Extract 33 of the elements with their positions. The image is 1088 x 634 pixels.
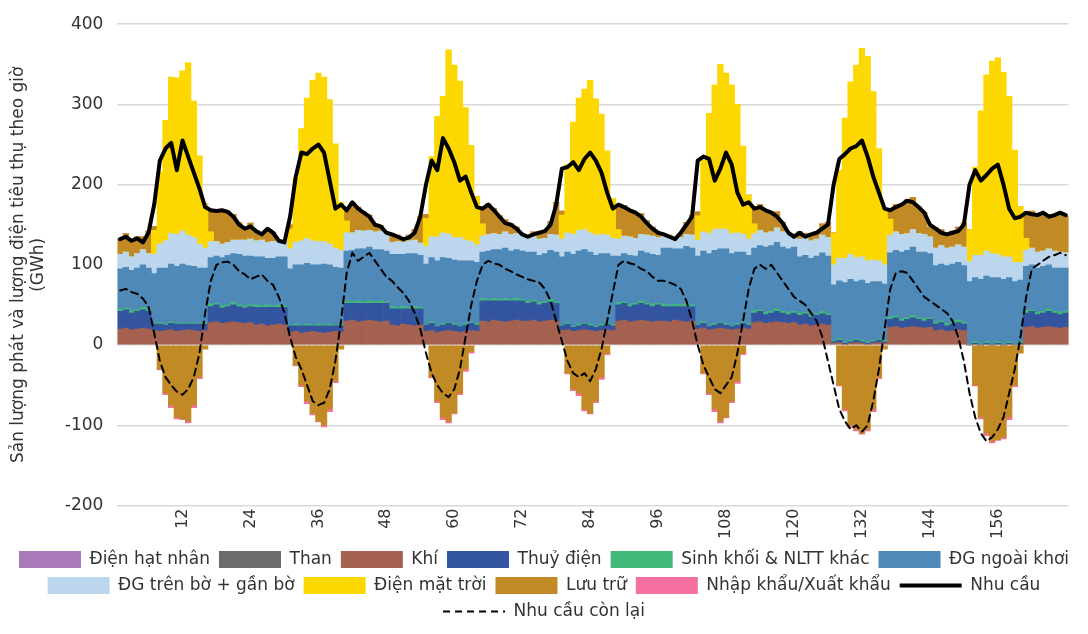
legend-label: Nhập khẩu/Xuất khẩu [706, 573, 891, 594]
y-tick-label: 0 [92, 333, 104, 354]
x-tick-label: 72 [511, 508, 531, 529]
y-tick-label: 400 [70, 12, 104, 33]
legend-label: Điện mặt trời [374, 573, 487, 594]
x-tick-label: 120 [783, 508, 803, 540]
legend-label: Nhu cầu còn lại [513, 599, 645, 620]
x-tick-label: 84 [579, 508, 599, 529]
x-tick-label: 156 [986, 508, 1006, 540]
y-axis-title: Sản lượng phát và lượng điện tiêu thụ theo giờ (GWh) [6, 66, 48, 464]
y-tick-label: 300 [70, 92, 104, 113]
y-tick-label: -200 [64, 493, 104, 514]
x-tick-label: 132 [851, 508, 871, 540]
legend-label: ĐG ngoài khơi [949, 547, 1070, 568]
y-tick-label: 100 [70, 253, 104, 274]
x-tick-label: 96 [647, 508, 667, 529]
x-tick-label: 12 [171, 508, 191, 529]
x-tick-label: 48 [375, 508, 395, 529]
legend-label: ĐG trên bờ + gần bờ [118, 573, 296, 594]
x-tick-label: 36 [307, 508, 327, 529]
x-tick-label: 60 [443, 508, 463, 529]
legend-label: Sinh khối & NLTT khác [681, 547, 870, 568]
legend-label: Điện hạt nhân [89, 547, 211, 568]
legend-label: Nhu cầu [970, 573, 1041, 594]
legend-label: Lưu trữ [565, 573, 629, 594]
y-tick-label: 200 [70, 173, 104, 194]
x-tick-label: 144 [919, 508, 939, 540]
x-tick-label: 24 [239, 508, 259, 529]
x-tick-label: 108 [715, 508, 735, 540]
y-tick-label: -100 [64, 413, 104, 434]
legend-label: Than [288, 547, 332, 568]
legend-label: Khí [411, 547, 440, 568]
legend-label: Thuỷ điện [516, 547, 602, 568]
